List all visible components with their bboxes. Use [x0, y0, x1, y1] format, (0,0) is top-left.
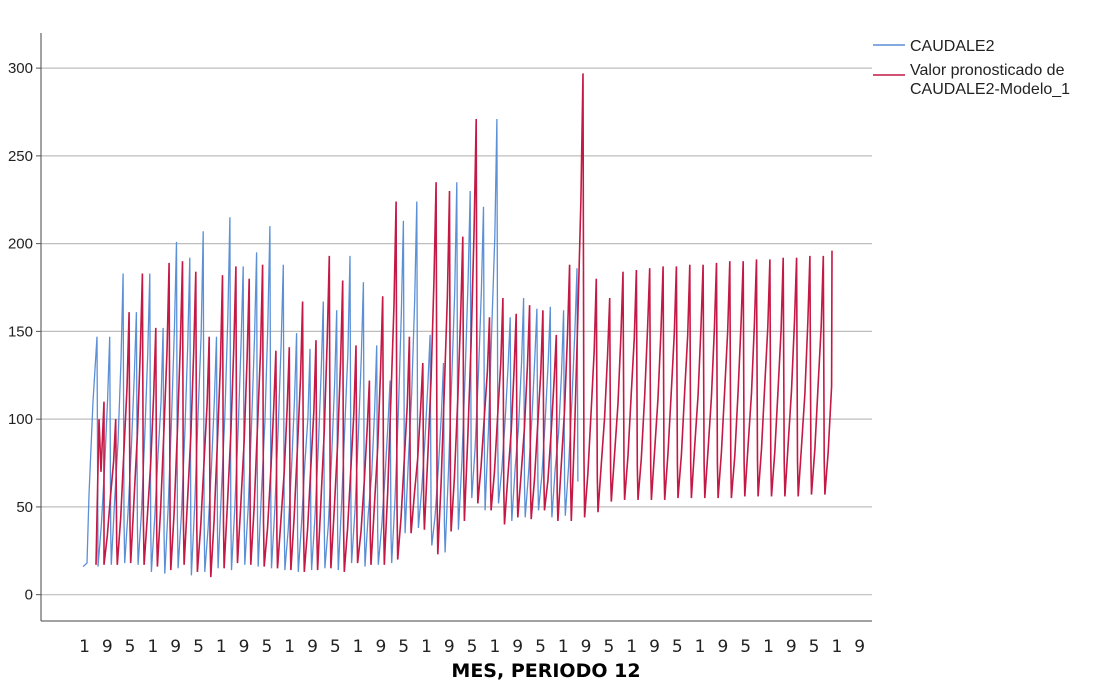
- x-tick-label: 1: [831, 637, 843, 657]
- y-tick-label-0: 0: [25, 587, 33, 604]
- x-tick-label: 1: [421, 637, 433, 657]
- x-tick-label: 1: [284, 637, 296, 657]
- y-tick-label-300: 300: [8, 60, 33, 77]
- x-tick-label: 9: [717, 637, 729, 657]
- x-tick-label: 5: [467, 637, 479, 657]
- x-tick-label: 5: [535, 637, 547, 657]
- x-tick-label: 1: [216, 637, 228, 657]
- x-tick-label: 9: [512, 637, 524, 657]
- gridlines: [41, 67, 872, 596]
- x-tick-label: 1: [558, 637, 570, 657]
- x-tick-label: 9: [581, 637, 593, 657]
- x-tick-label: 5: [398, 637, 410, 657]
- x-tick-label: 9: [239, 637, 251, 657]
- x-tick-label: 9: [444, 637, 456, 657]
- x-tick-label: 1: [147, 637, 159, 657]
- x-tick-label: 1: [489, 637, 501, 657]
- x-tick-label: 1: [353, 637, 365, 657]
- x-tick-label: 5: [261, 637, 273, 657]
- x-tick-label: 1: [79, 637, 91, 657]
- y-tick-label-250: 250: [8, 148, 33, 165]
- x-tick-label: 5: [740, 637, 752, 657]
- legend-label-line: CAUDALE2-Modelo_1: [910, 81, 1070, 98]
- x-tick-label: 9: [307, 637, 319, 657]
- legend-label-caudale2: CAUDALE2: [910, 38, 995, 55]
- x-tick-label: 5: [125, 637, 137, 657]
- legend-label-forecast: Valor pronosticado de CAUDALE2-Modelo_1: [910, 62, 1070, 98]
- y-tick-label-50: 50: [16, 499, 33, 516]
- x-tick-label: 1: [626, 637, 638, 657]
- x-tick-label: 9: [170, 637, 182, 657]
- x-axis-label: MES, PERIODO 12: [451, 660, 640, 682]
- y-tick-label-100: 100: [8, 411, 33, 428]
- x-tick-label: 5: [809, 637, 821, 657]
- series-lines: [82, 73, 833, 578]
- x-tick-label: 9: [102, 637, 114, 657]
- series-line-caudale2: [82, 118, 579, 576]
- x-tick-label: 1: [695, 637, 707, 657]
- legend-label-line: Valor pronosticado de: [910, 62, 1065, 79]
- x-tick-label: 5: [330, 637, 342, 657]
- x-tick-label: 5: [672, 637, 684, 657]
- y-axis-ticks: 0 50 100 150 200 250 300: [8, 60, 41, 604]
- y-tick-label-200: 200: [8, 236, 33, 253]
- legend: CAUDALE2 Valor pronosticado de CAUDALE2-M…: [873, 38, 1070, 98]
- x-tick-label: 5: [193, 637, 205, 657]
- x-tick-label: 9: [854, 637, 866, 657]
- x-tick-label: 9: [375, 637, 387, 657]
- series-line-forecast: [95, 73, 833, 578]
- x-tick-label: 5: [603, 637, 615, 657]
- x-tick-label: 9: [786, 637, 798, 657]
- axes: [40, 33, 872, 622]
- x-tick-label: 9: [649, 637, 661, 657]
- y-tick-label-150: 150: [8, 323, 33, 340]
- x-tick-label: 1: [763, 637, 775, 657]
